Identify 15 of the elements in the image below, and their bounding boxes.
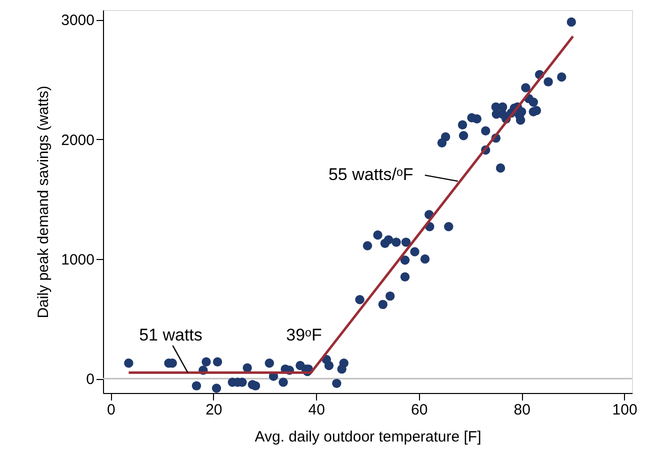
x-tick-label: 60 [411, 402, 428, 418]
x-tick-label: 100 [612, 402, 638, 418]
x-tick-label: 80 [514, 402, 530, 418]
y-axis-title: Daily peak demand savings (watts) [35, 86, 52, 318]
y-tick-label: 3000 [61, 12, 94, 30]
x-axis-title: Avg. daily outdoor temperature [F] [254, 428, 482, 446]
x-tick-label: 0 [107, 402, 116, 418]
y-tick-label: 1000 [61, 251, 94, 268]
x-tick-label: 20 [206, 402, 222, 418]
annotation: 55 watts/ᵒF [328, 165, 414, 184]
annotation: 39ᵒF [286, 326, 322, 345]
x-tick-label: 40 [308, 402, 325, 418]
annotation: 51 watts [139, 326, 202, 345]
y-tick-label: 0 [86, 371, 94, 388]
y-tick-label: 2000 [61, 132, 94, 149]
